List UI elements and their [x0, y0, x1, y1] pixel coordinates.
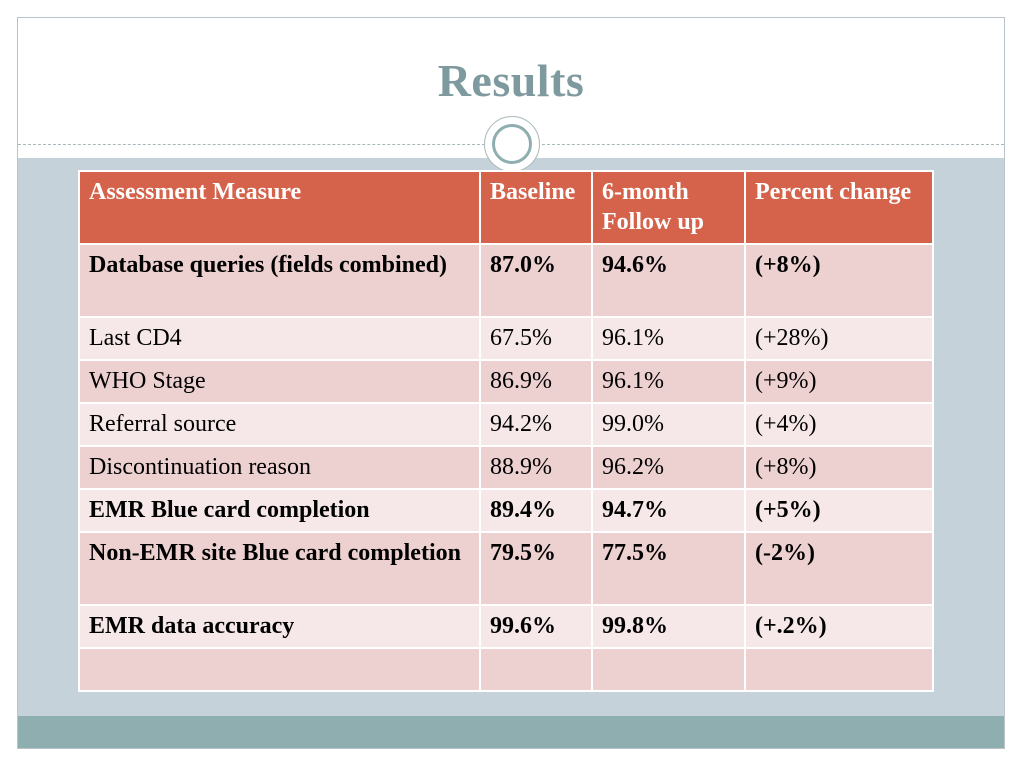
baseline-cell: 89.4% [479, 488, 593, 533]
baseline-cell: 99.6% [479, 604, 593, 649]
baseline-cell: 88.9% [479, 445, 593, 490]
measure-cell: Database queries (fields combined) [78, 243, 481, 318]
percent-change-cell [744, 647, 934, 692]
footer-bar [18, 716, 1004, 748]
measure-cell: Discontinuation reason [78, 445, 481, 490]
measure-cell: Referral source [78, 402, 481, 447]
baseline-cell [479, 647, 593, 692]
percent-change-cell: (-2%) [744, 531, 934, 606]
results-table: Assessment Measure Baseline 6-month Foll… [78, 170, 934, 692]
follow-up-cell: 99.8% [591, 604, 746, 649]
percent-change-cell: (+9%) [744, 359, 934, 404]
follow-up-cell [591, 647, 746, 692]
baseline-cell: 67.5% [479, 316, 593, 361]
measure-cell: Non-EMR site Blue card completion [78, 531, 481, 606]
percent-change-cell: (+8%) [744, 243, 934, 318]
follow-up-cell: 96.1% [591, 359, 746, 404]
baseline-cell: 86.9% [479, 359, 593, 404]
table-row: Discontinuation reason 88.9% 96.2% (+8%) [78, 445, 934, 490]
slide: Results Assessment Measure Baseline 6-mo… [17, 17, 1005, 749]
baseline-cell: 79.5% [479, 531, 593, 606]
baseline-cell: 87.0% [479, 243, 593, 318]
follow-up-cell: 94.6% [591, 243, 746, 318]
circle-ornament-icon [484, 116, 540, 172]
table-row: Non-EMR site Blue card completion 79.5% 77… [78, 531, 934, 606]
percent-change-cell: (+4%) [744, 402, 934, 447]
measure-cell [78, 647, 481, 692]
follow-up-cell: 96.2% [591, 445, 746, 490]
baseline-cell: 94.2% [479, 402, 593, 447]
table-body: Database queries (fields combined) 87.0% 9… [78, 243, 934, 692]
header-percent-change: Percent change [744, 170, 934, 245]
table-row: Database queries (fields combined) 87.0% 9… [78, 243, 934, 318]
slide-title: Results [437, 55, 585, 106]
table-row [78, 647, 934, 692]
follow-up-cell: 94.7% [591, 488, 746, 533]
header-follow-up: 6-month Follow up [591, 170, 746, 245]
table-row: Last CD4 67.5% 96.1% (+28%) [78, 316, 934, 361]
percent-change-cell: (+5%) [744, 488, 934, 533]
percent-change-cell: (+.2%) [744, 604, 934, 649]
follow-up-cell: 99.0% [591, 402, 746, 447]
percent-change-cell: (+8%) [744, 445, 934, 490]
circle-ornament-inner [492, 124, 532, 164]
table-row: WHO Stage 86.9% 96.1% (+9%) [78, 359, 934, 404]
header-baseline: Baseline [479, 170, 593, 245]
measure-cell: EMR Blue card completion [78, 488, 481, 533]
header-assessment-measure: Assessment Measure [78, 170, 481, 245]
follow-up-cell: 96.1% [591, 316, 746, 361]
measure-cell: EMR data accuracy [78, 604, 481, 649]
table-row: EMR data accuracy 99.6% 99.8% (+.2%) [78, 604, 934, 649]
measure-cell: WHO Stage [78, 359, 481, 404]
table-row: EMR Blue card completion 89.4% 94.7% (+5%) [78, 488, 934, 533]
follow-up-cell: 77.5% [591, 531, 746, 606]
measure-cell: Last CD4 [78, 316, 481, 361]
table-header-row: Assessment Measure Baseline 6-month Foll… [78, 170, 934, 245]
table-row: Referral source 94.2% 99.0% (+4%) [78, 402, 934, 447]
percent-change-cell: (+28%) [744, 316, 934, 361]
